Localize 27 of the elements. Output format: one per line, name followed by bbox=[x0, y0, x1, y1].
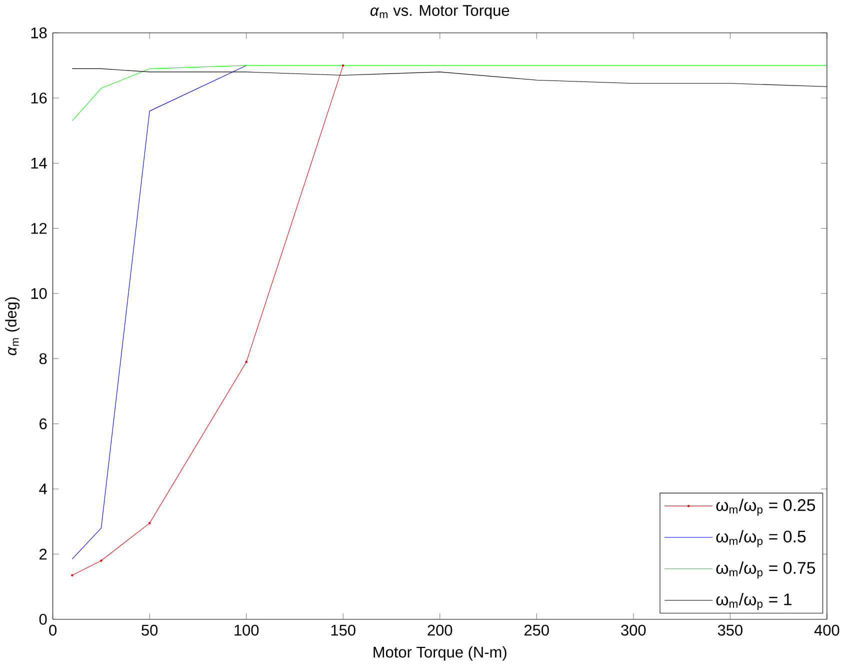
x-axis-title: Motor Torque (N-m) bbox=[374, 646, 506, 661]
y-tick-label: 8 bbox=[39, 353, 47, 364]
y-tick-label: 6 bbox=[40, 418, 47, 430]
chart-title: α$_{m}$ vs. Motor Torque bbox=[370, 5, 510, 20]
line-series bbox=[72, 65, 247, 560]
x-tick-label: 0 bbox=[49, 624, 56, 636]
x-tick-label: 250 bbox=[524, 624, 549, 636]
y-tick-label: 0 bbox=[39, 614, 47, 625]
x-tick-label: 150 bbox=[331, 624, 356, 636]
x-tick-label: 50 bbox=[142, 624, 158, 636]
y-tick-label: 4 bbox=[39, 484, 47, 494]
legend-label: ω$_{m}$/ω$_{p}$ = 0.75 bbox=[716, 562, 816, 579]
legend-label: ω$_{m}$/ω$_{p}$ = 0.25 bbox=[716, 498, 816, 516]
legend-label: ω$_{m}$/ω$_{p}$ = 1 bbox=[716, 593, 792, 610]
x-tick-label: 200 bbox=[428, 624, 452, 636]
y-tick-label: 16 bbox=[31, 92, 47, 104]
y-tick-label: 10 bbox=[31, 288, 47, 300]
legend-label: ω$_{m}$/ω$_{p}$ = 0.5 bbox=[716, 530, 806, 548]
y-tick-label: 12 bbox=[31, 223, 47, 234]
x-tick-label: 350 bbox=[718, 624, 742, 636]
y-axis-title: α$_{m}$ (deg) bbox=[5, 297, 20, 356]
x-tick-label: 300 bbox=[621, 624, 646, 636]
y-tick-label: 18 bbox=[31, 27, 47, 38]
x-tick-label: 100 bbox=[234, 624, 259, 636]
y-tick-label: 14 bbox=[31, 158, 47, 169]
x-tick-label: 400 bbox=[814, 624, 840, 636]
y-tick-label: 2 bbox=[40, 548, 47, 560]
